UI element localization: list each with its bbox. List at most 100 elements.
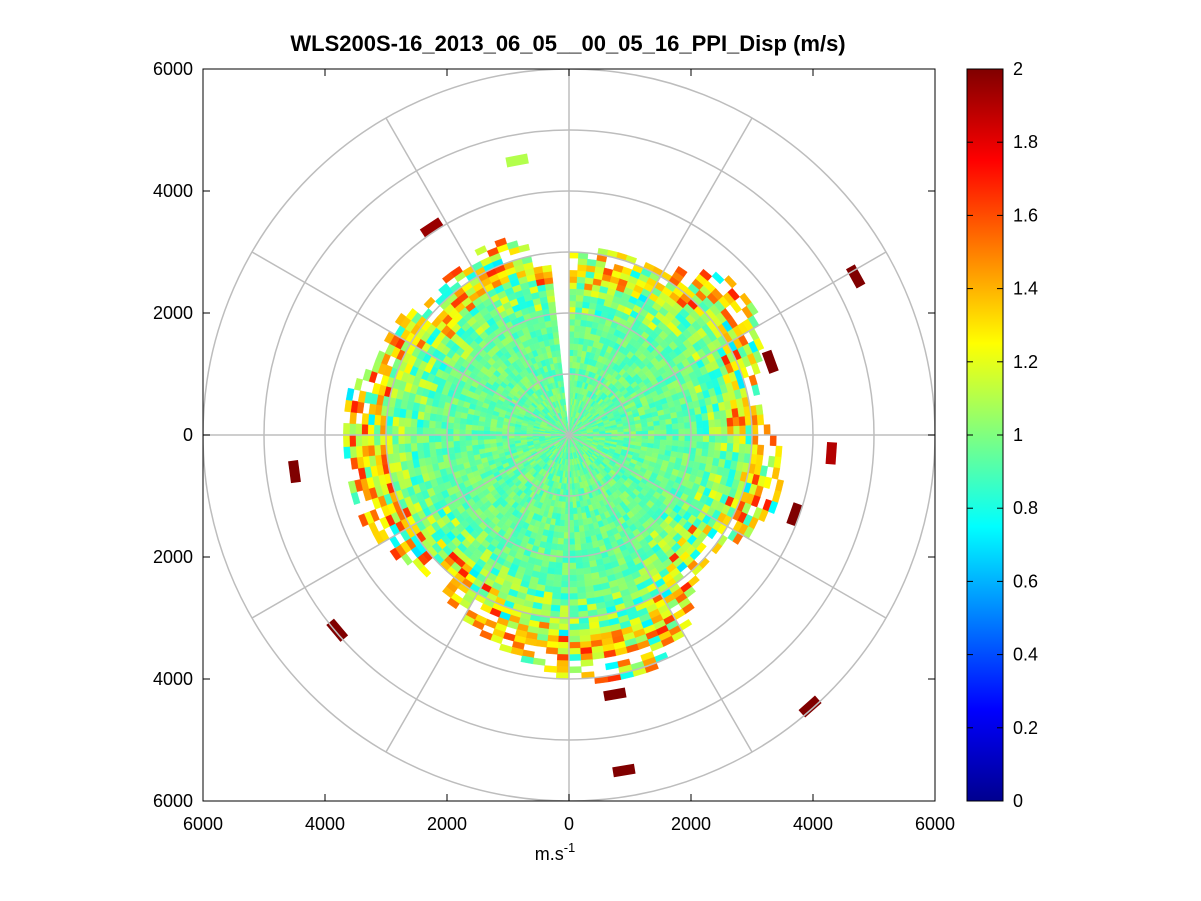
scan-cell	[583, 573, 593, 581]
scan-cell	[385, 434, 393, 445]
scan-cell	[617, 429, 625, 433]
scan-cell	[349, 411, 357, 425]
scan-cell	[578, 531, 586, 539]
polar-spoke	[385, 434, 570, 753]
scan-cell	[708, 427, 716, 436]
scan-cell	[353, 377, 364, 391]
scan-cell	[773, 456, 782, 469]
scan-cell	[416, 426, 424, 436]
scan-cell	[666, 429, 673, 436]
scan-cell	[465, 429, 472, 436]
scan-cell	[458, 434, 466, 441]
scan-cell	[471, 429, 478, 436]
scan-cell	[410, 442, 418, 452]
scan-cell	[578, 628, 591, 637]
scan-cell	[483, 443, 491, 449]
outlier-patch	[288, 460, 301, 484]
scan-cell	[560, 580, 570, 588]
scan-cell	[568, 599, 579, 607]
scan-cell	[724, 275, 737, 289]
scan-cell	[453, 416, 461, 424]
scan-cell	[677, 446, 685, 454]
scan-cell	[708, 442, 716, 451]
scan-cell	[465, 444, 473, 452]
scan-cell	[577, 592, 587, 600]
scan-cell	[568, 526, 575, 533]
scan-cell	[546, 641, 559, 649]
scan-cell	[459, 445, 467, 453]
scan-cell	[732, 443, 740, 454]
scan-cell	[391, 434, 399, 445]
scan-cell	[349, 445, 357, 459]
colorbar-tick-label: 1.4	[1013, 279, 1038, 299]
scan-cell	[345, 387, 355, 401]
scan-cell	[665, 423, 673, 431]
scan-cell	[707, 411, 715, 421]
polar-spoke	[251, 434, 570, 619]
scan-cell	[435, 448, 443, 457]
scan-cell	[702, 420, 710, 429]
scan-cell	[706, 527, 718, 540]
scan-cell	[507, 437, 515, 442]
scan-cell	[568, 282, 578, 290]
scan-cell	[557, 647, 570, 655]
scan-cell	[446, 434, 454, 442]
y-tick-label: 4000	[153, 181, 193, 201]
scan-cell	[671, 417, 679, 425]
scan-cell	[563, 532, 570, 539]
scan-cell	[560, 593, 570, 600]
scan-cell	[665, 439, 673, 447]
scan-cell	[489, 442, 497, 448]
scan-cell	[465, 439, 473, 447]
scan-cell	[477, 439, 485, 445]
scan-cell	[568, 270, 578, 277]
scan-cell	[721, 426, 728, 436]
scan-cell	[373, 414, 382, 426]
polar-spoke	[568, 434, 753, 753]
x-tick-label: 4000	[793, 814, 833, 834]
scan-cell	[367, 444, 376, 457]
colorbar-tick-label: 0.6	[1013, 571, 1038, 591]
scan-cell	[568, 629, 580, 637]
scan-cell	[404, 443, 412, 453]
scan-cell	[561, 574, 570, 582]
scan-cell	[568, 318, 576, 326]
scan-cell	[576, 507, 582, 515]
outlier-patch	[798, 695, 822, 718]
outlier-patch	[825, 441, 838, 465]
scan-cell	[575, 562, 584, 570]
scan-cell	[397, 425, 405, 436]
scan-cell	[347, 480, 358, 494]
scan-cell	[641, 426, 649, 432]
scan-cell	[568, 623, 580, 631]
scan-cell	[556, 654, 570, 661]
scan-cell	[659, 439, 667, 446]
scan-cell	[714, 426, 722, 436]
scan-cell	[404, 426, 411, 436]
scan-cell	[483, 438, 491, 445]
scan-cell	[562, 550, 570, 558]
scan-cell	[543, 665, 558, 673]
scan-cell	[518, 243, 530, 253]
scan-cell	[755, 404, 764, 416]
scan-cell	[647, 425, 655, 432]
scan-cell	[361, 413, 370, 425]
scan-cell	[416, 434, 424, 444]
scan-cell	[373, 444, 382, 456]
scan-cell	[428, 420, 436, 429]
x-tick-label: 6000	[183, 814, 223, 834]
scan-cell	[471, 424, 479, 431]
scan-cell	[580, 319, 588, 327]
scan-cell	[582, 295, 592, 303]
scan-cell	[465, 423, 473, 431]
scan-cell	[563, 538, 570, 546]
scan-cell	[752, 350, 763, 364]
x-axis: 6000 4000 2000 0 2000 4000 6000	[183, 69, 955, 834]
scan-cell	[361, 423, 369, 436]
scan-cell	[398, 416, 406, 427]
scan-cell	[471, 434, 478, 441]
x-axis-label-superscript: -1	[564, 840, 576, 855]
scan-cell	[568, 611, 579, 619]
y-tick-label: 2000	[153, 547, 193, 567]
scan-cell	[423, 296, 436, 309]
